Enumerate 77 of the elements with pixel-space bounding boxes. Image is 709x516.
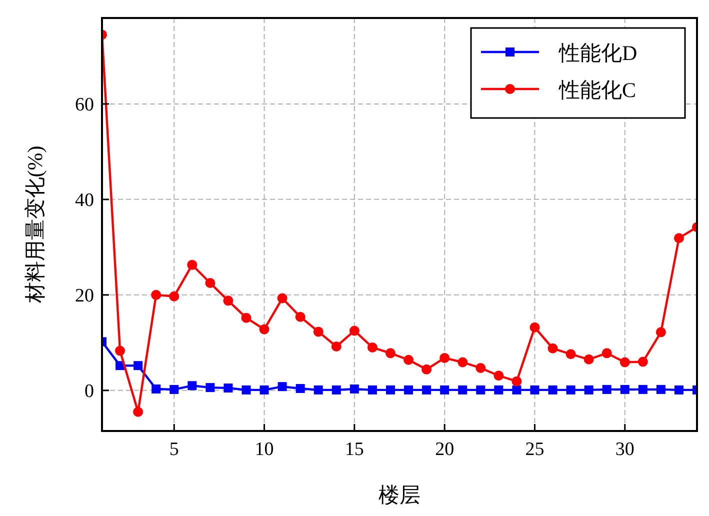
point: [548, 343, 558, 354]
point: [278, 382, 287, 392]
point: [188, 381, 197, 390]
x-tick-label: 5: [169, 439, 179, 460]
point: [152, 384, 161, 394]
point: [440, 352, 450, 363]
y-tick-label: 20: [75, 285, 94, 306]
point: [277, 293, 288, 304]
point: [620, 384, 630, 394]
point: [422, 364, 432, 374]
point: [458, 385, 468, 394]
point: [206, 383, 215, 392]
point: [548, 385, 558, 394]
point: [404, 385, 414, 394]
point: [205, 278, 216, 288]
point: [151, 290, 162, 300]
point: [602, 384, 612, 394]
point: [170, 384, 179, 394]
x-tick-label: 20: [435, 439, 454, 460]
x-tick-label: 15: [344, 439, 364, 460]
point: [223, 296, 234, 306]
point: [620, 357, 630, 368]
point: [295, 312, 306, 322]
point: [349, 326, 360, 336]
point: [512, 385, 522, 394]
point: [385, 348, 396, 358]
point: [368, 385, 377, 394]
legend-label: 性能化C: [558, 78, 636, 102]
point: [674, 233, 684, 244]
point: [241, 312, 252, 323]
point: [440, 385, 450, 394]
point: [260, 385, 269, 394]
point: [169, 291, 180, 302]
point: [133, 406, 144, 417]
point: [512, 376, 522, 386]
x-axis-title: 楼层: [378, 483, 420, 507]
y-tick-label: 40: [75, 190, 94, 211]
point: [296, 384, 305, 394]
y-tick-label: 60: [75, 94, 94, 116]
point: [314, 385, 323, 394]
point: [331, 341, 342, 352]
point: [259, 324, 270, 334]
point: [367, 342, 378, 352]
point: [224, 384, 233, 393]
point: [530, 385, 540, 394]
point: [530, 322, 540, 332]
point: [332, 385, 341, 394]
point: [404, 354, 414, 365]
point: [656, 327, 666, 338]
point: [674, 385, 684, 394]
point: [566, 385, 576, 394]
point: [584, 385, 594, 394]
legend-label: 性能化D: [558, 41, 638, 65]
point: [638, 384, 648, 394]
point: [134, 361, 143, 370]
x-tick-label: 30: [615, 439, 634, 460]
x-tick-label: 10: [254, 439, 274, 460]
point: [187, 260, 198, 270]
y-tick-label: 0: [84, 380, 94, 402]
point: [476, 362, 486, 373]
point: [350, 384, 359, 394]
point: [313, 326, 324, 337]
point: [242, 385, 251, 394]
point: [386, 385, 395, 394]
point: [494, 385, 504, 394]
point: [422, 385, 432, 394]
point: [566, 349, 576, 360]
point: [584, 354, 594, 364]
point: [458, 357, 468, 368]
point: [656, 384, 666, 394]
point: [638, 356, 648, 367]
x-tick-label: 25: [525, 439, 544, 460]
point: [115, 346, 126, 356]
point: [494, 370, 504, 381]
y-axis-title: 材料用量变化(%): [23, 146, 47, 304]
point: [602, 348, 612, 358]
point: [476, 385, 486, 394]
